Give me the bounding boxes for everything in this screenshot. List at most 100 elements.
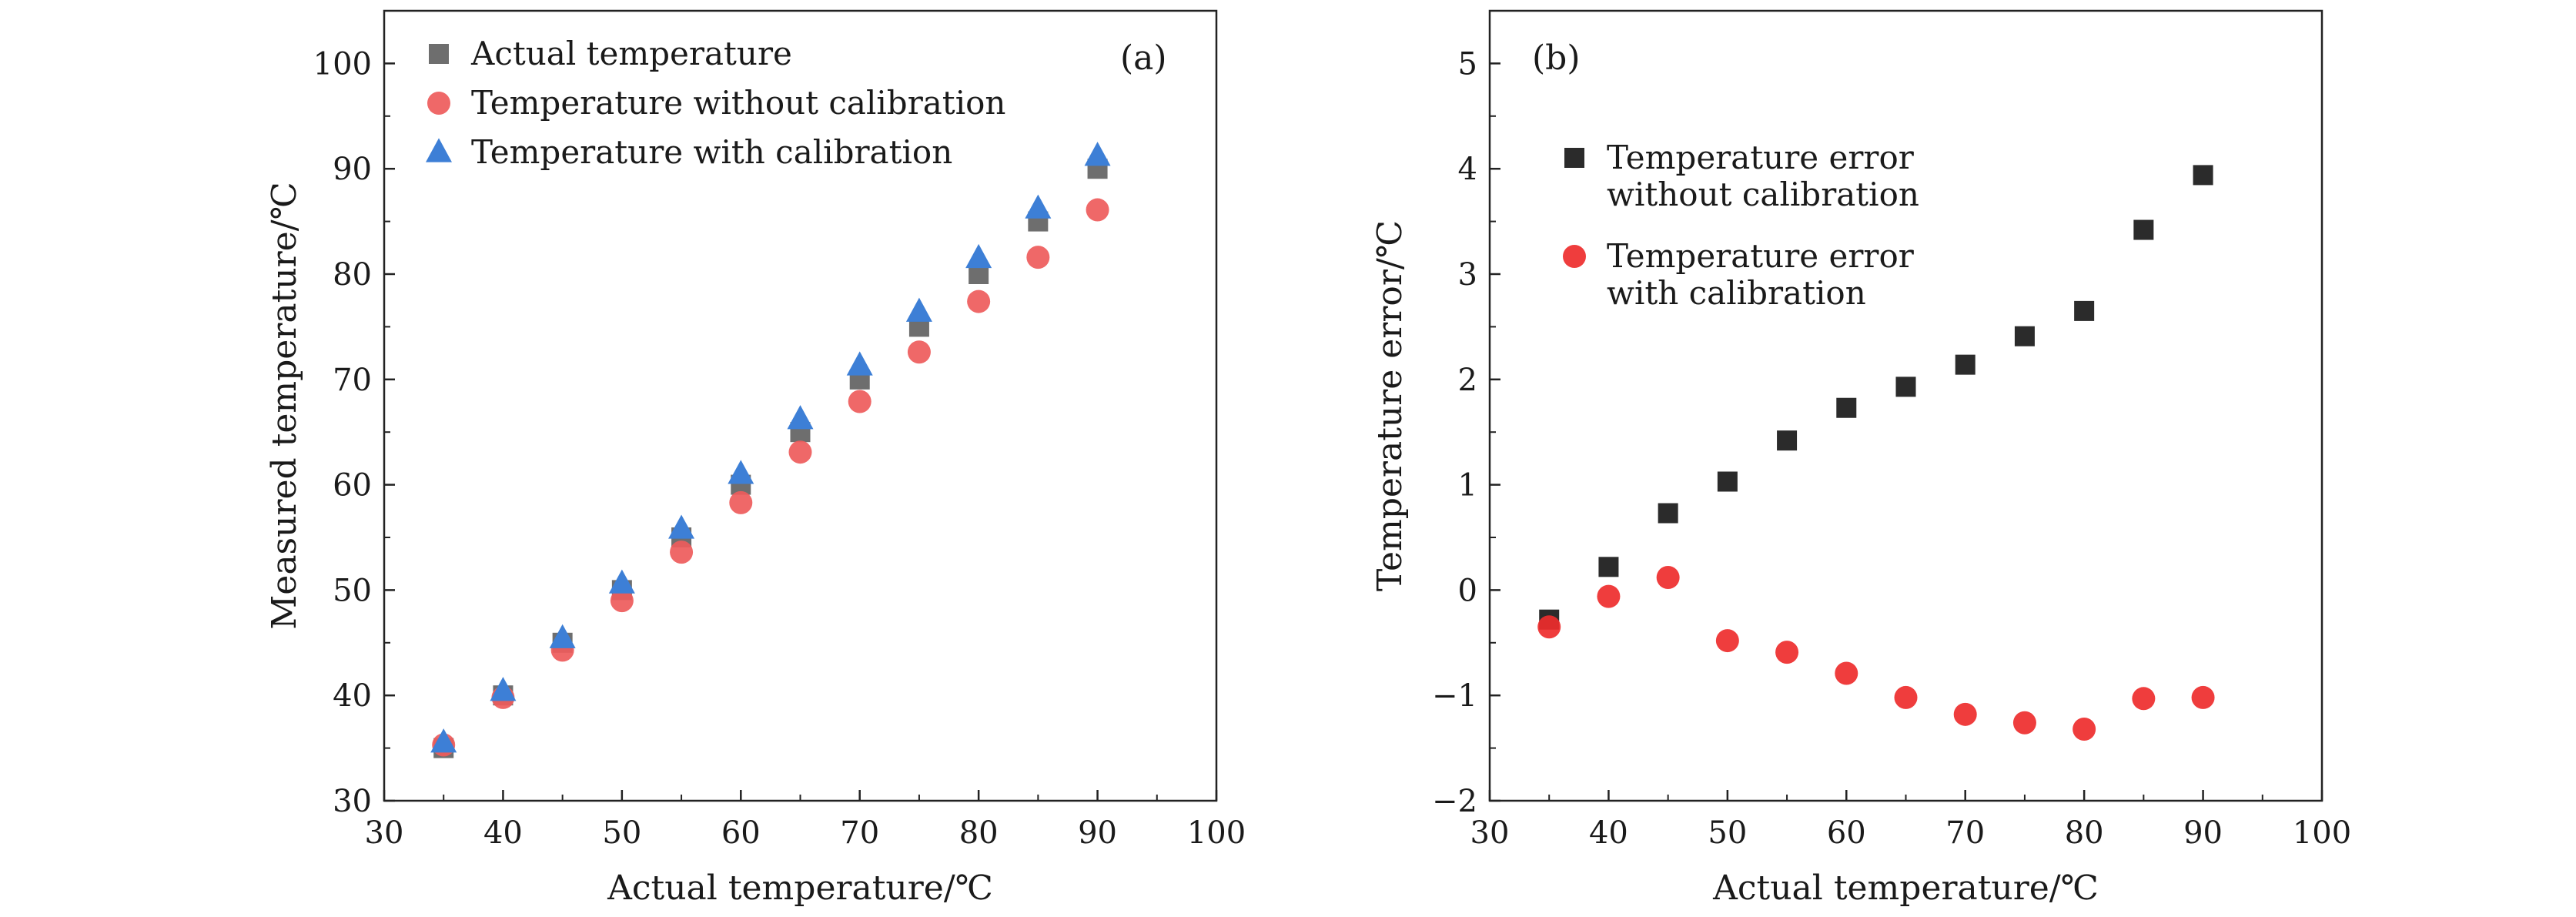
panel-b-y-tick-label: −2 xyxy=(1432,784,1477,819)
panel-a-legend-label: Temperature with calibration xyxy=(471,133,952,171)
panel-b-x-axis-label: Actual temperature/℃ xyxy=(1712,868,2099,908)
panel-a-x-tick-label: 50 xyxy=(602,815,641,851)
panel-a-series-3-point xyxy=(430,728,457,753)
panel-b-legend-marker xyxy=(1563,245,1586,268)
panel-b-series-1-point xyxy=(2133,219,2154,240)
panel-b-series-1-point xyxy=(1777,430,1798,451)
panel-a-series-2-point xyxy=(788,440,812,464)
panel-a-series-3-point xyxy=(1084,142,1111,166)
panel-b-legend-label: with calibration xyxy=(1607,274,1866,312)
panel-a-series-3-point xyxy=(608,569,635,594)
panel-a-x-tick-label: 80 xyxy=(959,815,999,851)
panel-a-series-3-point xyxy=(846,351,873,376)
panel-b-series-2-point xyxy=(1656,565,1680,589)
panel-a-legend: Actual temperature Temperature without ca… xyxy=(426,35,1005,171)
panel-b-x-tick-label: 80 xyxy=(2065,815,2104,851)
panel-b-series-2-point xyxy=(2012,711,2036,735)
panel-a-y-tick-label: 70 xyxy=(333,363,372,398)
panel-b-series-1-point xyxy=(1598,557,1619,577)
panel-b-series-2-point xyxy=(1894,685,1918,709)
panel-b-series-1-point xyxy=(1658,503,1678,524)
panel-a-series-3-point xyxy=(490,677,517,701)
panel-a-series-2-point xyxy=(729,490,753,514)
panel-a-series-3 xyxy=(430,142,1111,753)
panel-b-y-tick-label: 2 xyxy=(1458,363,1477,398)
panel-b-y-tick-label: 3 xyxy=(1458,257,1477,293)
panel-b-y-tick-label: 0 xyxy=(1458,573,1477,608)
panel-b-series-1 xyxy=(1539,165,2213,630)
panel-b-series-1-point xyxy=(1955,354,1975,375)
panel-a-series-3-point xyxy=(549,624,576,648)
panel-b-y-tick-label: −1 xyxy=(1432,678,1477,714)
panel-b-x-tick-label: 50 xyxy=(1708,815,1747,851)
panel-a-y-tick-label: 100 xyxy=(313,46,372,82)
panel-a-x-axis-label: Actual temperature/℃ xyxy=(607,868,993,908)
panel-b-series-1-point xyxy=(1836,397,1857,418)
panel-b-series-2 xyxy=(1537,565,2215,741)
panel-a-legend-marker xyxy=(429,44,449,64)
panel-a-series-1 xyxy=(433,159,1108,758)
panel-b-y-axis-label: Temperature error/℃ xyxy=(1370,220,1410,591)
panel-b-x-tick-label: 100 xyxy=(2293,815,2351,851)
panel-a-y-axis-label: Measured temperature/℃ xyxy=(265,182,304,630)
panel-b-y-tick-label: 4 xyxy=(1458,152,1477,187)
panel-a-y-tick-label: 30 xyxy=(333,784,372,819)
panel-b-legend-label: without calibration xyxy=(1607,176,1919,213)
panel-b-series-1-point xyxy=(1895,377,1916,397)
panel-b-series-2-point xyxy=(1953,702,1977,726)
panel-a-series-2 xyxy=(432,198,1109,757)
panel-a-series-3-point xyxy=(1025,194,1052,219)
panel-b-legend-label: Temperature error xyxy=(1607,237,1915,275)
panel-b-x-tick-label: 90 xyxy=(2183,815,2223,851)
panel-b-series-2-point xyxy=(1835,661,1858,685)
panel-a-series-3-point xyxy=(787,405,814,430)
panel-b-series-1-point xyxy=(2014,326,2035,346)
panel-a-series-3-point xyxy=(728,460,754,484)
panel-a-y-tick-label: 50 xyxy=(333,573,372,608)
panel-a-y-tick-label: 40 xyxy=(333,678,372,714)
panel-b-series-2-point xyxy=(1775,641,1799,664)
panel-a-series-3-point xyxy=(668,514,695,539)
panel-b-legend-marker xyxy=(1564,148,1584,168)
panel-a-series-2-point xyxy=(1086,198,1109,222)
panel-b-panel-label: (b) xyxy=(1532,38,1581,78)
panel-b-series-2-point xyxy=(1537,615,1561,639)
panel-b-series-2-point xyxy=(2073,717,2096,741)
panel-a-x-tick-label: 60 xyxy=(721,815,761,851)
panel-a-series-3-point xyxy=(965,243,992,269)
panel-a: 30 40 50 60 70 80 90 100 30 40 50 60 70 80 90 100 Actual… xyxy=(265,9,1246,908)
panel-a-panel-label: (a) xyxy=(1120,38,1167,78)
panel-b-series-2-point xyxy=(1597,584,1621,608)
panel-a-x-tick-label: 90 xyxy=(1078,815,1117,851)
panel-a-series-2-point xyxy=(1026,246,1050,269)
panel-a-legend-marker xyxy=(427,92,450,115)
panel-b-x-tick-label: 40 xyxy=(1589,815,1628,851)
panel-a-y-tick-label: 60 xyxy=(333,468,372,504)
panel-b: 30 40 50 60 70 80 90 100 −2 −1 0 1 2 3 4 5 Actual temper… xyxy=(1370,9,2351,908)
panel-a-y-tick-label: 90 xyxy=(333,152,372,187)
panel-b-y-tick-label: 1 xyxy=(1458,468,1477,504)
panel-a-series-2-point xyxy=(670,540,694,564)
panel-a-legend-label: Actual temperature xyxy=(470,35,792,72)
panel-b-legend-label: Temperature error xyxy=(1607,139,1915,176)
panel-a-series-2-point xyxy=(967,289,991,313)
panel-a-legend-marker xyxy=(426,138,452,162)
panel-a-y-tick-label: 80 xyxy=(333,257,372,293)
panel-b-series-1-point xyxy=(2074,300,2095,321)
panel-b-series-1-point xyxy=(2193,165,2213,186)
panel-b-y-tick-label: 5 xyxy=(1458,46,1477,82)
panel-a-legend-label: Temperature without calibration xyxy=(471,84,1005,122)
panel-a-series-2-point xyxy=(848,390,871,413)
panel-a-x-tick-label: 40 xyxy=(483,815,523,851)
panel-a-x-tick-label: 100 xyxy=(1187,815,1246,851)
panel-b-x-tick-label: 30 xyxy=(1470,815,1510,851)
panel-a-x-tick-label: 30 xyxy=(365,815,404,851)
panel-b-x-tick-label: 60 xyxy=(1827,815,1866,851)
panel-b-series-2-point xyxy=(2191,685,2215,709)
panel-a-series-3-point xyxy=(905,297,932,322)
panel-a-series-2-point xyxy=(907,340,931,364)
panel-b-series-2-point xyxy=(1715,629,1739,653)
panel-a-series-2-point xyxy=(610,589,634,613)
